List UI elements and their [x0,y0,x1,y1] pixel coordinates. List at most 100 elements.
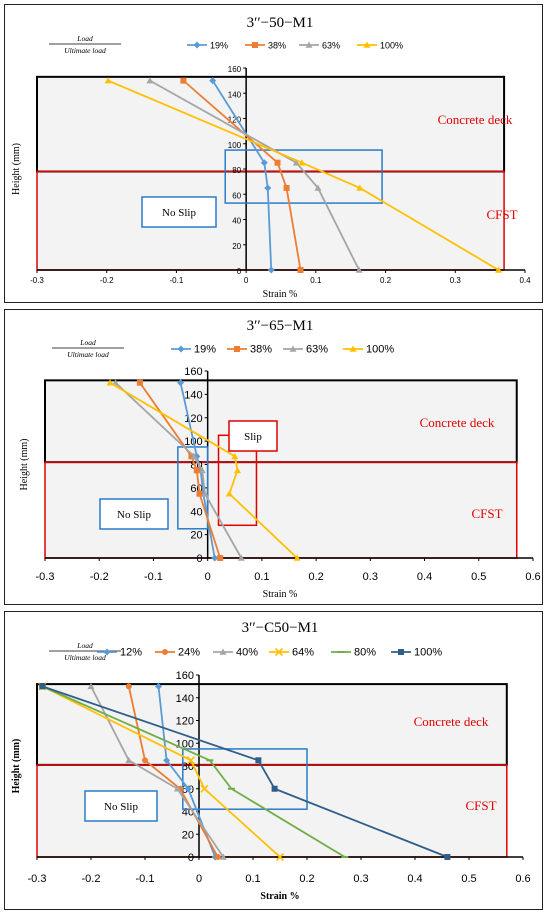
chart-3-x-tick-label: -0.2 [82,873,101,885]
chart-2-y-tick-label: 140 [184,389,202,401]
chart-3-y-tick-label: 160 [176,670,194,682]
chart-3-svg: -0.3-0.2-0.100.10.20.30.40.50.6020406080… [11,620,531,902]
chart-2-series-point-1-4 [136,379,143,386]
chart-panel-3: -0.3-0.2-0.100.10.20.30.40.50.6020406080… [4,611,543,910]
chart-2-series-point-1-1 [196,490,203,497]
chart-3-concrete-deck-label: Concrete deck [414,714,489,729]
chart-3-x-tick-label: 0.5 [461,873,476,885]
chart-2-legend-label-1: 38% [250,344,272,356]
chart-1-legend-label-1: 38% [268,41,286,51]
chart-1-legend-label-2: 63% [322,41,340,51]
chart-1-y-tick-label: 120 [228,116,242,125]
chart-1-series-point-1-2 [274,159,281,166]
chart-2-series-point-3-1 [225,490,233,497]
chart-2-annotation-region-1 [177,446,209,530]
chart-2-series-point-1-2 [193,467,200,474]
chart-3-x-tick-label: 0 [196,873,202,885]
chart-2-series-point-3-0 [293,554,301,561]
chart-2-series-point-0-4 [177,379,185,387]
chart-2-title: 3′′−65−M1 [247,318,314,334]
chart-2-concrete-deck-label: Concrete deck [420,415,495,430]
chart-2-series-point-2-2 [198,466,206,474]
chart-3-series-point-1-3 [125,683,132,690]
chart-3-series-point-5-0 [444,854,451,860]
chart-1-y-tick-label: 20 [232,242,241,251]
chart-1-x-tick-label: -0.3 [30,276,44,285]
chart-2-legend-label-3: 100% [366,344,394,356]
chart-3-series-point-0-3 [155,682,162,690]
chart-2-series-point-0-0 [211,554,219,562]
chart-1-series-point-2-0 [355,266,363,273]
chart-panel-2: -0.3 -0.2 -0.1 0 0.1 0.2 0.3 0.4 0.5 0.6 0 20 40 60 80… [4,309,543,605]
chart-3-series-line-0 [157,686,217,858]
chart-3-legend-label-2: 40% [236,647,258,659]
chart-1-series-point-3-3 [104,77,112,84]
chart-2-y-tick-label: 0 [197,553,203,565]
chart-2-series-point-2-0 [237,554,245,561]
chart-3-cfst-label: CFST [465,798,496,813]
chart-3-series-point-2-0 [219,853,227,860]
chart-3-x-tick-label: 0.1 [245,873,260,885]
chart-2-x-tick-label: 0.1 [254,571,269,583]
chart-2-annotation-box-1 [99,498,169,530]
chart-1-concrete-deck-label: Concrete deck [438,112,513,127]
chart-1-series-line-0 [211,80,273,271]
chart-2-x-tick-label: -0.1 [144,571,163,583]
chart-1-series-line-1 [182,79,302,271]
chart-2-y-tick-label: 20 [190,530,202,542]
chart-1-series-point-0-1 [264,184,272,192]
chart-1-y-axis-label: Height (mm) [11,143,22,195]
chart-3-x-tick-label: 0.6 [515,873,530,885]
chart-3-series-point-1-2 [142,757,148,764]
chart-3-legend-label-0: 12% [120,647,142,659]
chart-1-series-point-0-3 [209,77,217,85]
chart-3-series-line-2 [90,685,225,858]
chart-2-plot-bg [45,380,517,558]
chart-2-legend-marker-1 [234,346,240,352]
chart-3-x-tick-label: -0.3 [28,873,47,885]
chart-3-annotation-region-0 [182,748,308,810]
chart-2-legend-header-num: Load [79,338,96,347]
chart-1-legend-marker-2 [305,41,313,48]
chart-1-x-tick-label: 0 [244,276,249,285]
chart-3-legend-header-den: Ultimate load [64,653,106,662]
chart-2-series-point-2-3 [190,452,198,460]
chart-1-svg: -0.3 -0.2 -0.1 0 0.1 0.2 0.3 0.4 0 20 40 60 80 100 120… [11,15,531,300]
chart-3-y-tick-label: 20 [182,829,194,841]
chart-1-series-point-2-2 [292,159,300,166]
chart-3-y-tick-label: 120 [176,716,194,728]
chart-1-legend-marker-1 [252,42,258,48]
chart-1-x-tick-label: -0.1 [170,276,184,285]
chart-1-x-tick-label: -0.2 [100,276,114,285]
chart-1-y-tick-label: 140 [228,90,242,99]
chart-1-y-tick-label: 80 [232,166,241,175]
chart-1-annotation-region-0 [224,149,383,204]
chart-3-legend-marker-1 [162,649,168,655]
chart-2-annotation-label-1: No Slip [117,509,151,521]
chart-3-series-line-1 [127,686,219,858]
chart-1-legend-label-0: 19% [210,41,228,51]
chart-3-annotation-label-0: No Slip [104,801,138,813]
chart-1-series-point-3-2 [298,159,306,166]
chart-3-series-point-1-0 [214,854,221,860]
chart-1-legend-header-den: Ultimate load [64,46,106,55]
chart-3-legend-label-5: 100% [414,647,442,659]
chart-1-series-point-0-2 [260,159,268,167]
chart-3-series-line-4 [42,685,346,858]
chart-1-x-tick-label: 0.2 [380,276,392,285]
chart-2-x-tick-label: 0 [205,571,211,583]
chart-1-cfst-label: CFST [486,207,517,222]
chart-3-series-point-5-1 [271,785,278,792]
chart-3-legend-label-4: 80% [354,647,376,659]
chart-1-y-tick-label: 40 [232,217,241,226]
chart-3-plot-bg [37,684,507,857]
chart-1-series-line-3 [107,79,499,271]
chart-1-legend-marker-3 [363,41,371,48]
chart-3-legend-label-3: 64% [292,647,314,659]
chart-2-legend-marker-2 [289,345,297,352]
chart-3-x-tick-label: 0.2 [299,873,314,885]
chart-3-y-tick-label: 140 [176,693,194,705]
chart-3-x-tick-label: 0.3 [353,873,368,885]
chart-3-series-point-2-3 [87,682,95,690]
chart-2-legend-label-0: 19% [194,344,216,356]
